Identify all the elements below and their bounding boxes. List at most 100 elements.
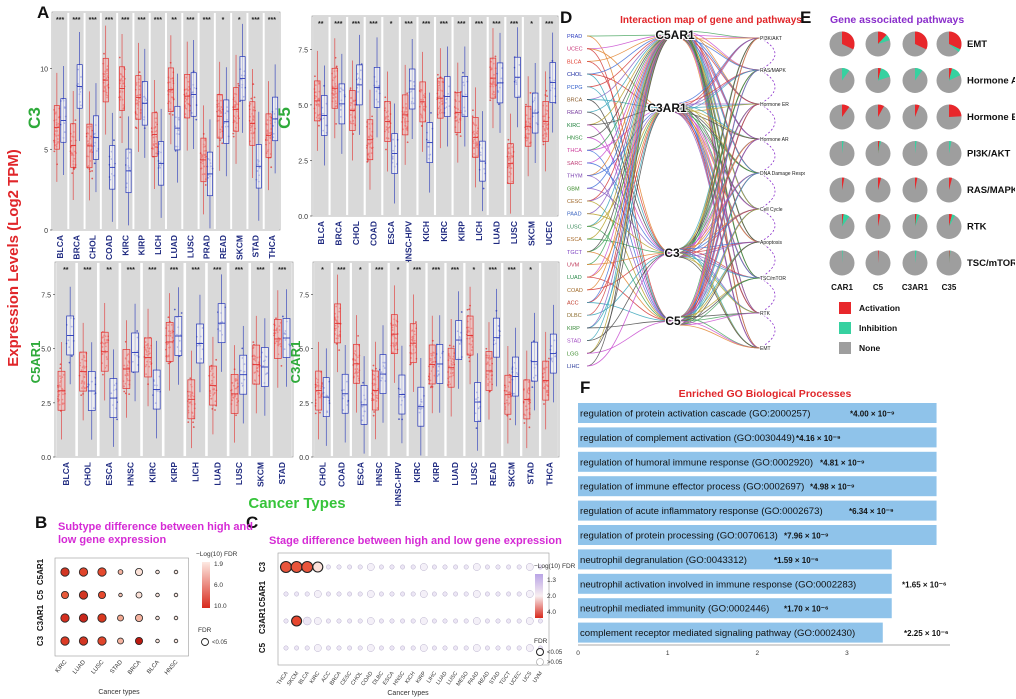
panel-b-title: Subtype difference between high and low … — [58, 521, 253, 546]
data-point — [372, 364, 375, 367]
data-point — [494, 55, 497, 58]
bubble — [304, 591, 310, 597]
x-tick-label: KIRC — [55, 659, 69, 674]
data-point — [409, 363, 412, 366]
significance-label: *** — [137, 17, 145, 24]
x-axis-label: Cancer types — [387, 690, 429, 697]
bubble — [389, 564, 395, 570]
category-stripe — [523, 16, 540, 216]
category-label: BLCA — [61, 462, 71, 486]
bubble — [98, 591, 107, 600]
pie-activation-slice — [949, 177, 953, 190]
legend-swatch — [839, 342, 851, 354]
category-stripe — [118, 12, 133, 230]
significance-label: *** — [83, 267, 91, 274]
y-tick-label: 7.5 — [41, 293, 51, 300]
category-stripe — [164, 262, 184, 457]
y-tick-label: 0.0 — [41, 455, 51, 462]
go-bar — [578, 427, 937, 448]
bubble — [78, 590, 89, 600]
data-point — [192, 426, 195, 428]
category-label: ESCA — [386, 221, 396, 245]
pie-inhibition-slice — [915, 68, 923, 81]
pie-activation-slice — [915, 104, 920, 117]
bubble — [525, 617, 534, 625]
x-tick-label: KICH — [404, 671, 416, 685]
significance-label: *** — [89, 17, 97, 24]
pie-inhibition-slice — [949, 141, 952, 154]
significance-label: * — [222, 17, 225, 24]
gene-label: C3 — [36, 635, 45, 646]
bubble — [313, 617, 322, 625]
p-value-label: *4.00 × 10⁻⁹ — [850, 410, 895, 419]
data-point — [335, 122, 338, 125]
p-value-label: *1.70 × 10⁻⁶ — [784, 605, 829, 614]
category-label: COAD — [336, 462, 346, 487]
p-value-label: *4.98 × 10⁻⁹ — [810, 483, 855, 492]
gene-node-label: C3AR1 — [647, 101, 687, 115]
legend-label: Inhibition — [859, 323, 897, 333]
bubble — [400, 591, 406, 597]
category-label: BRCA — [333, 221, 343, 246]
pie-activation-slice — [878, 177, 882, 190]
data-point — [471, 115, 474, 118]
pathway-arc — [759, 138, 776, 174]
category-stripe — [85, 12, 100, 230]
go-term-label: regulation of protein activation cascade… — [580, 409, 810, 420]
panel-e-pie-grid: EMT Hormone AR Hormone ER PI3K/AKT RAS/MAPK R… — [829, 31, 1015, 354]
go-term-label: neutrophil degranulation (GO:0043312) — [580, 555, 747, 566]
pie-activation-slice — [949, 213, 953, 227]
bubble — [410, 645, 416, 651]
legend-swatch — [839, 302, 851, 314]
data-point — [546, 95, 549, 98]
category-label: KIRP — [431, 462, 441, 483]
bubble — [431, 645, 437, 651]
bubble — [431, 591, 437, 597]
category-stripe — [389, 262, 407, 457]
category-label: KIRP — [169, 462, 179, 483]
data-point — [250, 97, 253, 100]
category-label: KIRC — [147, 462, 157, 483]
data-point — [352, 133, 355, 135]
pie-activation-slice — [878, 31, 887, 44]
category-label: SKCM — [507, 462, 517, 487]
cancer-gene-edge — [586, 34, 676, 202]
go-bar — [578, 549, 892, 570]
bubble — [389, 618, 395, 624]
x-tick-label: SKCM — [286, 670, 300, 687]
bubble — [472, 644, 481, 652]
bubble — [506, 618, 512, 624]
bubble — [419, 644, 428, 652]
significance-label: * — [397, 267, 400, 274]
significance-label: *** — [432, 267, 440, 274]
panel-f-title: Enriched GO Biological Processes — [679, 388, 852, 400]
panel-label-c: C — [246, 513, 259, 532]
go-term-label: regulation of protein processing (GO:007… — [580, 531, 778, 542]
pie-inhibition-slice — [915, 141, 917, 154]
significance-label: *** — [148, 267, 156, 274]
panel-label-b: B — [35, 513, 48, 532]
bubble — [463, 618, 469, 624]
data-point — [135, 127, 138, 130]
data-point — [113, 139, 115, 142]
category-label: BLCA — [316, 221, 326, 245]
pathway-label: TSC/mTOR — [967, 258, 1015, 269]
panel-d-interaction-map: Interaction map of gene and pathways PRA… — [567, 15, 805, 370]
cancer-gene-edge — [586, 107, 668, 354]
category-label: READ — [488, 462, 498, 486]
category-label: LUSC — [509, 221, 519, 244]
bubble — [525, 590, 534, 598]
pathway-label: RAS/MAPK — [760, 68, 787, 74]
x-tick-label: UCEC — [509, 671, 523, 687]
pathway-arc — [759, 172, 776, 210]
data-point — [430, 111, 432, 114]
pathway-arc — [759, 208, 776, 243]
bubble — [347, 618, 353, 624]
bubble — [283, 645, 289, 651]
bubble — [506, 645, 512, 651]
data-point — [459, 135, 462, 138]
bubble — [357, 591, 363, 597]
data-point — [281, 315, 284, 318]
bubble — [135, 591, 143, 599]
panel-b-bubble-plot: C5AR1 C5 C3AR1 C3 KIRC LUAD LUSC STAD BRCA BLCA HN… — [36, 551, 238, 696]
